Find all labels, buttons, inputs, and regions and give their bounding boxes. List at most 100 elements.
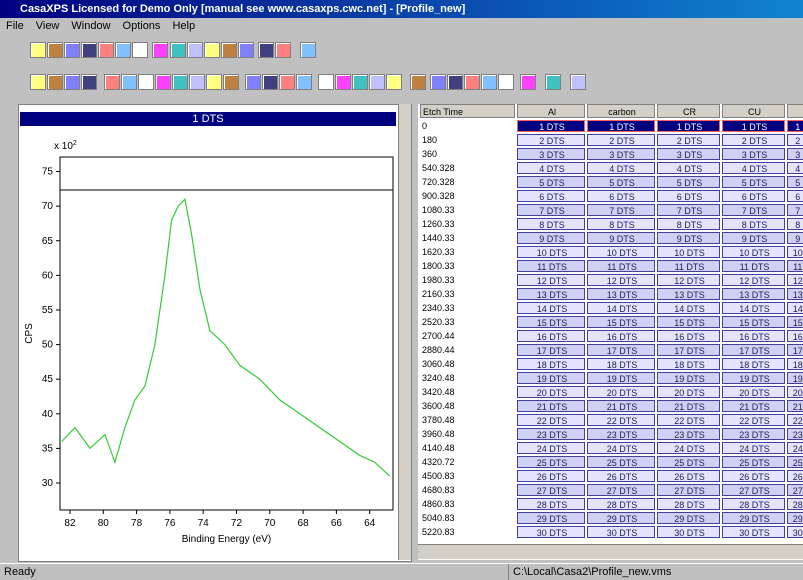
toolbar-button[interactable] bbox=[238, 42, 254, 58]
column-header[interactable]: carbon bbox=[587, 104, 655, 118]
table-cell[interactable]: 24 DTS bbox=[587, 442, 655, 454]
table-cell[interactable]: 9 DTS bbox=[517, 232, 585, 244]
table-cell[interactable]: 25 DTS bbox=[517, 456, 585, 468]
toolbar-button[interactable] bbox=[121, 74, 137, 90]
table-cell[interactable]: 25 DTS bbox=[787, 456, 803, 468]
table-cell[interactable]: 3 DTS bbox=[657, 148, 720, 160]
toolbar-button[interactable] bbox=[245, 74, 261, 90]
table-cell[interactable]: 25 DTS bbox=[722, 456, 785, 468]
table-cell[interactable]: 8 DTS bbox=[787, 218, 803, 230]
table-cell[interactable]: 23 DTS bbox=[722, 428, 785, 440]
table-cell[interactable]: 29 DTS bbox=[517, 512, 585, 524]
table-cell[interactable]: 10 DTS bbox=[787, 246, 803, 258]
table-cell[interactable]: 25 DTS bbox=[657, 456, 720, 468]
toolbar-button[interactable] bbox=[81, 42, 97, 58]
table-cell[interactable]: 16 DTS bbox=[517, 330, 585, 342]
scrollbar[interactable] bbox=[398, 104, 411, 560]
table-cell[interactable]: 27 DTS bbox=[787, 484, 803, 496]
table-cell[interactable]: 21 DTS bbox=[722, 400, 785, 412]
toolbar-button[interactable] bbox=[410, 74, 426, 90]
toolbar-button[interactable] bbox=[155, 74, 171, 90]
table-cell[interactable]: 18 DTS bbox=[787, 358, 803, 370]
table-cell[interactable]: 16 DTS bbox=[587, 330, 655, 342]
table-cell[interactable]: 17 DTS bbox=[587, 344, 655, 356]
table-cell[interactable]: 15 DTS bbox=[722, 316, 785, 328]
toolbar-button[interactable] bbox=[300, 42, 316, 58]
table-cell[interactable]: 7 DTS bbox=[657, 204, 720, 216]
table-cell[interactable]: 20 DTS bbox=[587, 386, 655, 398]
table-cell[interactable]: 13 DTS bbox=[722, 288, 785, 300]
table-cell[interactable]: 16 DTS bbox=[722, 330, 785, 342]
toolbar-button[interactable] bbox=[430, 74, 446, 90]
toolbar-button[interactable] bbox=[30, 42, 46, 58]
table-cell[interactable]: 22 DTS bbox=[657, 414, 720, 426]
table-cell[interactable]: 19 DTS bbox=[517, 372, 585, 384]
table-cell[interactable]: 10 DTS bbox=[657, 246, 720, 258]
table-cell[interactable]: 24 DTS bbox=[657, 442, 720, 454]
table-cell[interactable]: 1 DTS bbox=[517, 120, 585, 132]
table-cell[interactable]: 4 DTS bbox=[787, 162, 803, 174]
table-cell[interactable]: 20 DTS bbox=[657, 386, 720, 398]
table-cell[interactable]: 12 DTS bbox=[657, 274, 720, 286]
table-cell[interactable]: 11 DTS bbox=[722, 260, 785, 272]
table-cell[interactable]: 5 DTS bbox=[787, 176, 803, 188]
toolbar-button[interactable] bbox=[262, 74, 278, 90]
toolbar-button[interactable] bbox=[296, 74, 312, 90]
table-cell[interactable]: 9 DTS bbox=[787, 232, 803, 244]
table-cell[interactable]: 26 DTS bbox=[722, 470, 785, 482]
table-cell[interactable]: 29 DTS bbox=[587, 512, 655, 524]
table-cell[interactable]: 2 DTS bbox=[657, 134, 720, 146]
table-cell[interactable]: 2 DTS bbox=[722, 134, 785, 146]
column-header[interactable]: CU bbox=[722, 104, 785, 118]
table-cell[interactable]: 19 DTS bbox=[657, 372, 720, 384]
table-cell[interactable]: 6 DTS bbox=[657, 190, 720, 202]
h-scrollbar[interactable] bbox=[418, 544, 803, 559]
toolbar-button[interactable] bbox=[386, 74, 402, 90]
toolbar-button[interactable] bbox=[204, 42, 220, 58]
table-cell[interactable]: 30 DTS bbox=[587, 526, 655, 538]
table-cell[interactable]: 6 DTS bbox=[787, 190, 803, 202]
table-cell[interactable]: 1 DTS bbox=[587, 120, 655, 132]
table-cell[interactable]: 3 DTS bbox=[587, 148, 655, 160]
table-cell[interactable]: 6 DTS bbox=[587, 190, 655, 202]
table-cell[interactable]: 8 DTS bbox=[722, 218, 785, 230]
table-cell[interactable]: 14 DTS bbox=[587, 302, 655, 314]
table-cell[interactable]: 2 DTS bbox=[587, 134, 655, 146]
table-cell[interactable]: 13 DTS bbox=[517, 288, 585, 300]
table-cell[interactable]: 29 DTS bbox=[722, 512, 785, 524]
table-cell[interactable]: 7 DTS bbox=[587, 204, 655, 216]
toolbar-button[interactable] bbox=[132, 42, 148, 58]
table-cell[interactable]: 21 DTS bbox=[517, 400, 585, 412]
table-cell[interactable]: 12 DTS bbox=[787, 274, 803, 286]
toolbar-button[interactable] bbox=[47, 74, 63, 90]
table-cell[interactable]: 4 DTS bbox=[587, 162, 655, 174]
table-cell[interactable]: 28 DTS bbox=[657, 498, 720, 510]
table-cell[interactable]: 22 DTS bbox=[722, 414, 785, 426]
menu-item[interactable]: Window bbox=[71, 20, 111, 32]
table-cell[interactable]: 17 DTS bbox=[787, 344, 803, 356]
table-cell[interactable]: 1 DTS bbox=[722, 120, 785, 132]
table-cell[interactable]: 24 DTS bbox=[787, 442, 803, 454]
table-cell[interactable]: 27 DTS bbox=[587, 484, 655, 496]
toolbar-button[interactable] bbox=[279, 74, 295, 90]
table-cell[interactable]: 25 DTS bbox=[587, 456, 655, 468]
column-header[interactable]: Al bbox=[517, 104, 585, 118]
table-cell[interactable]: 7 DTS bbox=[517, 204, 585, 216]
table-cell[interactable]: 30 DTS bbox=[517, 526, 585, 538]
table-cell[interactable]: 28 DTS bbox=[722, 498, 785, 510]
table-cell[interactable]: 11 DTS bbox=[657, 260, 720, 272]
table-cell[interactable]: 3 DTS bbox=[517, 148, 585, 160]
toolbar-button[interactable] bbox=[275, 42, 291, 58]
table-cell[interactable]: 14 DTS bbox=[517, 302, 585, 314]
toolbar-button[interactable] bbox=[545, 74, 561, 90]
table-cell[interactable]: 23 DTS bbox=[787, 428, 803, 440]
table-cell[interactable]: 21 DTS bbox=[587, 400, 655, 412]
table-cell[interactable]: 27 DTS bbox=[517, 484, 585, 496]
toolbar-button[interactable] bbox=[206, 74, 222, 90]
toolbar-button[interactable] bbox=[447, 74, 463, 90]
table-cell[interactable]: 17 DTS bbox=[722, 344, 785, 356]
toolbar-button[interactable] bbox=[335, 74, 351, 90]
table-cell[interactable]: 7 DTS bbox=[787, 204, 803, 216]
toolbar-button[interactable] bbox=[520, 74, 536, 90]
table-cell[interactable]: 19 DTS bbox=[787, 372, 803, 384]
